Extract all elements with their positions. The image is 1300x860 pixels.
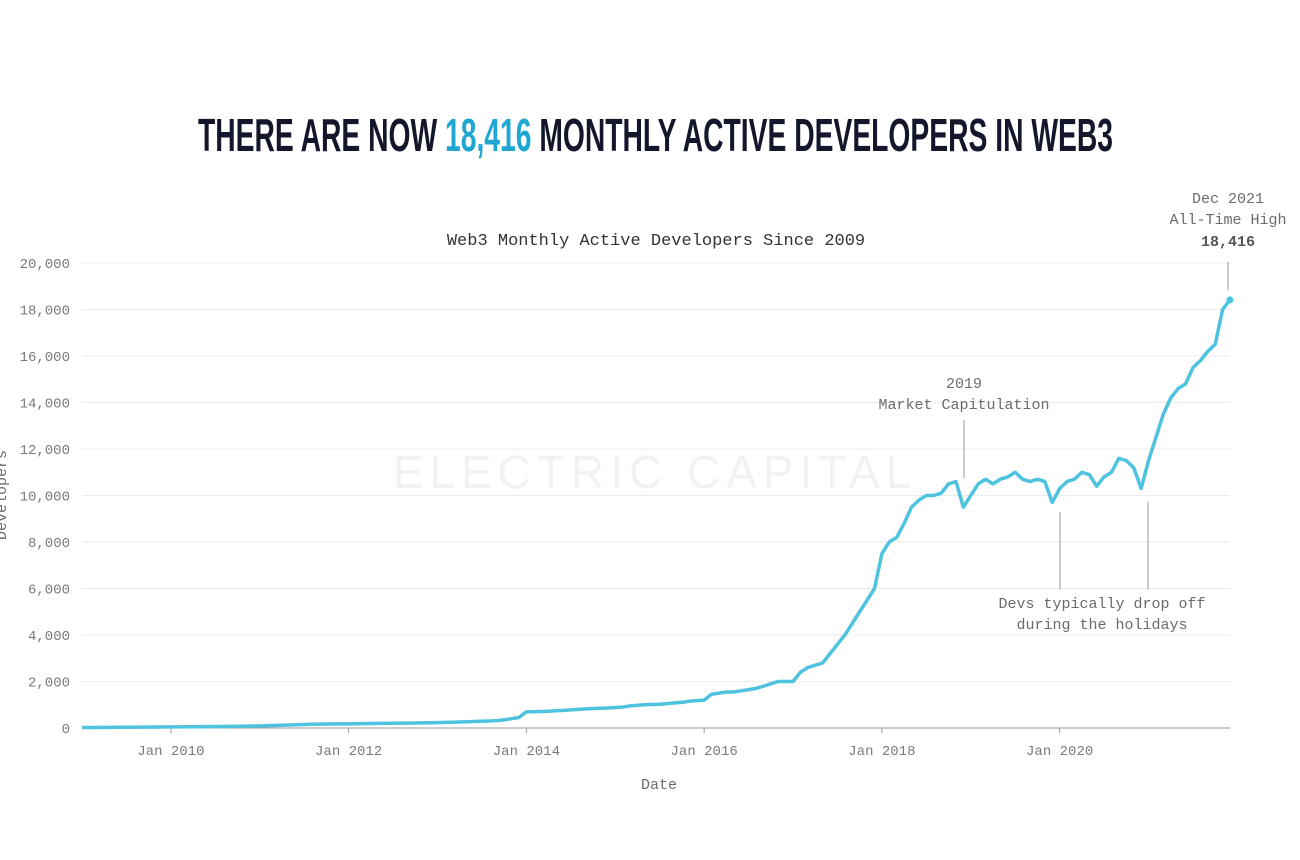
headline-suffix: MONTHLY ACTIVE DEVELOPERS IN WEB3	[539, 109, 1113, 161]
annotation-text: Dec 2021	[1192, 191, 1264, 208]
x-tick-label: Jan 2012	[315, 744, 382, 760]
y-tick-label: 0	[62, 722, 70, 738]
annotation-text: 18,416	[1201, 234, 1255, 251]
plot-area: 0 2,000 4,000 6,000 8,000 10,000 12,000 14,000 1…	[20, 257, 1234, 760]
y-tick-label: 2,000	[28, 676, 70, 692]
y-tick-label: 18,000	[20, 304, 70, 320]
x-tick-label: Jan 2018	[848, 744, 915, 760]
y-tick-label: 10,000	[20, 490, 70, 506]
annotation-text: All-Time High	[1169, 212, 1286, 229]
data-line	[81, 298, 1232, 730]
annotation-text: Devs typically drop off	[998, 596, 1205, 613]
headline-highlight: 18,416	[445, 109, 531, 161]
headline-prefix: THERE ARE NOW	[198, 109, 438, 161]
y-tick-label: 8,000	[28, 536, 70, 552]
watermark: ELECTRIC CAPITAL	[393, 446, 918, 498]
annotation-text: Market Capitulation	[878, 397, 1049, 414]
y-tick-label: 20,000	[20, 257, 70, 273]
x-tick-label: Jan 2014	[493, 744, 560, 760]
annotation-text: during the holidays	[1016, 617, 1187, 634]
y-tick-label: 12,000	[20, 443, 70, 459]
chart-title: Web3 Monthly Active Developers Since 200…	[447, 232, 865, 251]
end-marker	[1226, 296, 1234, 304]
y-axis-label: Developers	[0, 450, 11, 540]
x-axis-label: Date	[641, 777, 677, 794]
headline: THERE ARE NOW 18,416 MONTHLY ACTIVE DEVE…	[198, 109, 1113, 161]
annotation-text: 2019	[946, 376, 982, 393]
x-tick-label: Jan 2016	[671, 744, 738, 760]
y-tick-label: 4,000	[28, 629, 70, 645]
x-tick-label: Jan 2020	[1026, 744, 1093, 760]
y-tick-label: 14,000	[20, 397, 70, 413]
y-tick-label: 6,000	[28, 583, 70, 599]
y-tick-label: 16,000	[20, 350, 70, 366]
x-tick-label: Jan 2010	[137, 744, 204, 760]
